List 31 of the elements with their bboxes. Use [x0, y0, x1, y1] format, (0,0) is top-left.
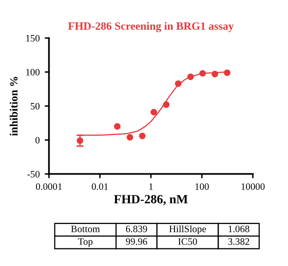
x-tick-label: 0.01	[92, 183, 108, 190]
x-axis-title: FHD-286, nM	[114, 194, 188, 206]
point	[150, 108, 158, 116]
y-tick-label: 150	[26, 34, 40, 42]
text: Bottom	[71, 226, 100, 232]
y-tick-label: 50	[30, 102, 40, 110]
y-tick-label: -50	[27, 170, 40, 178]
text: 99.96	[126, 238, 148, 245]
x-tick-label: 1	[149, 183, 153, 190]
point	[212, 70, 218, 78]
x-tick-label: 100	[195, 183, 209, 190]
text: 6.839	[126, 226, 148, 232]
point	[163, 101, 170, 108]
point	[174, 80, 182, 87]
point	[126, 134, 134, 141]
point	[114, 123, 121, 130]
x-tick-label: 10000	[242, 183, 265, 190]
y-tick-label: 0	[35, 136, 40, 144]
text: Top	[78, 238, 93, 247]
text: HillSlope	[169, 225, 206, 234]
point	[199, 70, 206, 77]
y-tick-label: 100	[26, 68, 40, 76]
y-axis-title: inhibition %	[10, 76, 18, 136]
chart-title: FHD-286 Screening in BRG1 assay	[68, 22, 234, 32]
text: 3.382	[228, 238, 250, 245]
point	[187, 74, 194, 80]
text: 1.068	[228, 226, 250, 232]
point	[224, 69, 230, 76]
text: IC50	[178, 238, 197, 245]
point	[139, 132, 146, 140]
x-tick-label: 0.0001	[36, 183, 62, 190]
